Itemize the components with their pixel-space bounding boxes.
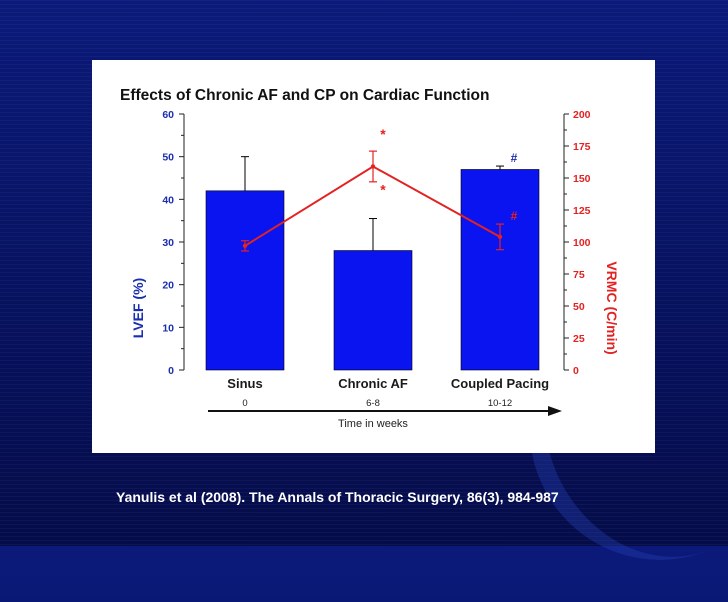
y-tick-label-left: 10 [162, 322, 174, 334]
chart-title: Effects of Chronic AF and CP on Cardiac … [120, 87, 489, 104]
chart: Effects of Chronic AF and CP on Cardiac … [120, 87, 620, 430]
line-point [242, 243, 248, 249]
line-point [497, 234, 503, 240]
y-tick-label-right: 25 [573, 333, 585, 345]
y-tick-label-right: 50 [573, 301, 585, 313]
significance-marker: # [511, 209, 518, 223]
y-tick-label-right: 0 [573, 365, 579, 377]
time-point-label: 6-8 [366, 398, 380, 409]
x-axis-label: Time in weeks [338, 418, 408, 430]
y-tick-label-left: 60 [162, 109, 174, 121]
y-tick-label-right: 100 [573, 237, 591, 249]
y-axis-label-right: VRMC (C/min) [604, 261, 620, 354]
bar [333, 250, 413, 371]
bar [205, 190, 285, 371]
x-category-label: Coupled Pacing [451, 376, 549, 391]
y-tick-label-right: 150 [573, 173, 591, 185]
x-category-label: Sinus [227, 376, 262, 391]
y-tick-label-left: 20 [162, 280, 174, 292]
line-point [370, 164, 376, 169]
significance-marker: * [380, 182, 386, 198]
y-tick-label-right: 175 [573, 141, 591, 153]
time-arrow-head [548, 406, 562, 416]
x-category-label: Chronic AF [338, 376, 408, 391]
figure-panel: Effects of Chronic AF and CP on Cardiac … [92, 60, 655, 453]
time-point-label: 10-12 [488, 398, 512, 409]
y-tick-label-right: 200 [573, 109, 591, 121]
y-tick-label-right: 125 [573, 205, 591, 217]
y-axis-label-left: LVEF (%) [130, 278, 146, 338]
y-tick-label-left: 40 [162, 194, 174, 206]
bar [460, 169, 540, 371]
time-point-label: 0 [242, 398, 247, 409]
y-tick-label-left: 30 [162, 237, 174, 249]
y-tick-label-left: 50 [162, 152, 174, 164]
citation: Yanulis et al (2008). The Annals of Thor… [116, 489, 559, 505]
significance-marker: * [380, 126, 386, 142]
significance-marker: # [511, 151, 518, 165]
y-tick-label-left: 0 [168, 365, 174, 377]
y-tick-label-right: 75 [573, 269, 585, 281]
